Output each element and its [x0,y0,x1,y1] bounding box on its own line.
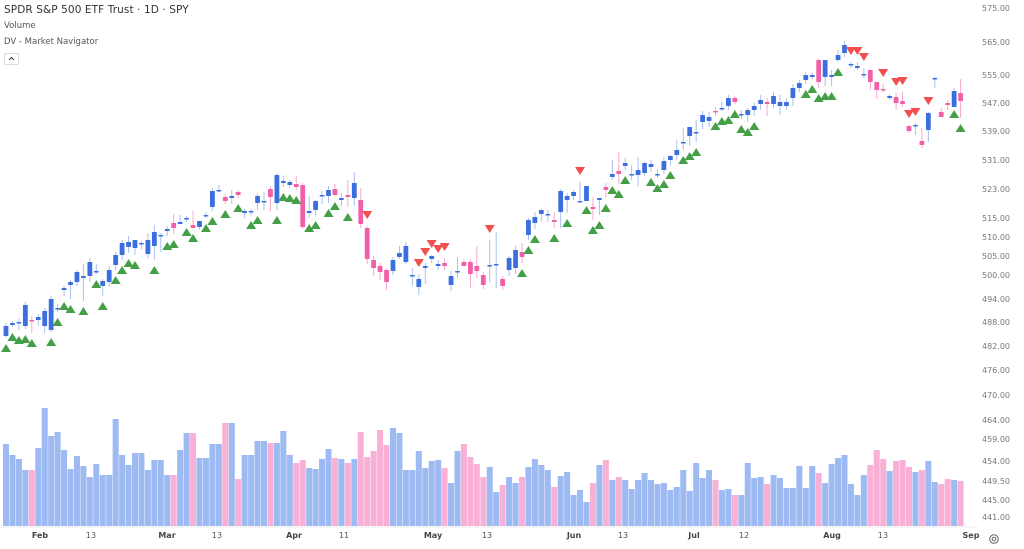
time-tick-label: 13 [85,531,97,540]
time-tick-label: Feb [31,531,49,540]
volume-indicator-label[interactable]: Volume [4,21,36,31]
price-tick-label: 547.00 [982,99,1010,108]
volume-tick-label: 441.00 [982,513,1010,522]
gear-icon [988,530,1000,549]
time-tick-label: 13 [481,531,493,540]
volume-tick-label: 449.50 [982,477,1010,486]
volume-tick-label: 445.00 [982,496,1010,505]
price-tick-label: 523.00 [982,185,1010,194]
volume-tick-label: 459.00 [982,435,1010,444]
volume-bars [3,408,964,526]
time-tick-label: Mar [158,531,176,540]
time-tick-label: 13 [211,531,223,540]
time-tick-label: 11 [338,531,350,540]
price-tick-label: 515.00 [982,214,1010,223]
price-tick-label: 482.00 [982,342,1010,351]
volume-tick-label: 464.00 [982,416,1010,425]
price-tick-label: 539.00 [982,127,1010,136]
price-tick-label: 510.00 [982,233,1010,242]
market-navigator-indicator-label[interactable]: DV - Market Navigator [4,37,99,47]
price-tick-label: 476.00 [982,366,1010,375]
volume-tick-label: 470.00 [982,391,1010,400]
time-tick-label: Sep [962,531,980,540]
time-tick-label: Jul [688,531,700,540]
signal-markers [1,47,966,352]
symbol-title[interactable]: SPDR S&P 500 ETF Trust · 1D · SPY [4,4,189,16]
time-tick-label: 12 [738,531,750,540]
time-tick-label: May [423,531,443,540]
price-tick-label: 500.00 [982,271,1010,280]
chart-settings-button[interactable] [988,530,1000,544]
chevron-up-icon [8,55,15,63]
collapse-legend-button[interactable] [4,53,19,65]
price-tick-label: 575.00 [982,4,1010,13]
chart-legend: SPDR S&P 500 ETF Trust · 1D · SPY Volume… [4,3,189,65]
price-tick-label: 555.00 [982,71,1010,80]
time-tick-label: Apr [286,531,302,540]
time-tick-label: 13 [617,531,629,540]
price-tick-label: 505.00 [982,252,1010,261]
price-tick-label: 494.00 [982,295,1010,304]
time-tick-label: Aug [823,531,841,540]
time-tick-label: Jun [566,531,582,540]
candlesticks [3,41,963,338]
volume-tick-label: 454.00 [982,457,1010,466]
price-tick-label: 531.00 [982,156,1010,165]
price-tick-label: 565.00 [982,38,1010,47]
price-tick-label: 488.00 [982,318,1010,327]
time-tick-label: 13 [877,531,889,540]
